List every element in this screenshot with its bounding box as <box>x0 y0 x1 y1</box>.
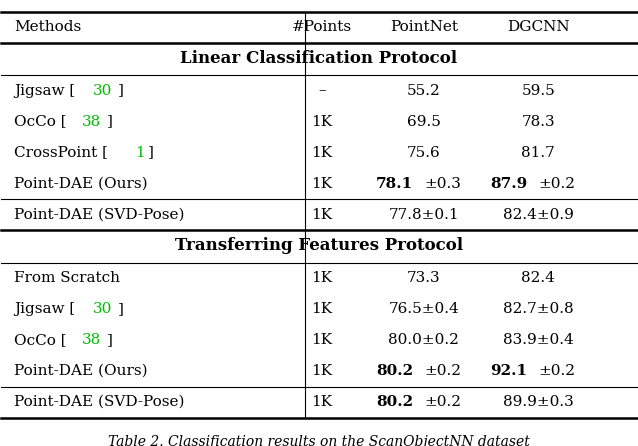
Text: Point-DAE (SVD-Pose): Point-DAE (SVD-Pose) <box>14 395 184 409</box>
Text: Table 2. Classification results on the ScanObjectNN dataset: Table 2. Classification results on the S… <box>108 435 530 446</box>
Text: 1: 1 <box>135 145 145 160</box>
Text: 1K: 1K <box>311 302 333 316</box>
Text: ±0.3: ±0.3 <box>424 177 461 190</box>
Text: 87.9: 87.9 <box>491 177 528 190</box>
Text: Point-DAE (Ours): Point-DAE (Ours) <box>14 177 148 190</box>
Text: 81.7: 81.7 <box>521 145 555 160</box>
Text: Point-DAE (Ours): Point-DAE (Ours) <box>14 364 148 378</box>
Text: Jigsaw [: Jigsaw [ <box>14 83 75 98</box>
Text: ±0.2: ±0.2 <box>424 364 461 378</box>
Text: ±0.2: ±0.2 <box>424 395 461 409</box>
Text: 1K: 1K <box>311 115 333 128</box>
Text: ]: ] <box>107 115 112 128</box>
Text: ]: ] <box>117 302 124 316</box>
Text: Jigsaw [: Jigsaw [ <box>14 302 75 316</box>
Text: 75.6: 75.6 <box>407 145 441 160</box>
Text: 92.1: 92.1 <box>491 364 528 378</box>
Text: 73.3: 73.3 <box>407 271 441 285</box>
Text: ±0.2: ±0.2 <box>538 177 575 190</box>
Text: 82.7±0.8: 82.7±0.8 <box>503 302 574 316</box>
Text: ±0.2: ±0.2 <box>538 364 575 378</box>
Text: OcCo [: OcCo [ <box>14 333 67 347</box>
Text: 1K: 1K <box>311 333 333 347</box>
Text: 38: 38 <box>82 115 101 128</box>
Text: PointNet: PointNet <box>390 20 458 34</box>
Text: 59.5: 59.5 <box>521 83 555 98</box>
Text: 1K: 1K <box>311 395 333 409</box>
Text: 1K: 1K <box>311 207 333 222</box>
Text: #Points: #Points <box>292 20 352 34</box>
Text: 1K: 1K <box>311 177 333 190</box>
Text: 89.9±0.3: 89.9±0.3 <box>503 395 574 409</box>
Text: ]: ] <box>147 145 153 160</box>
Text: DGCNN: DGCNN <box>507 20 570 34</box>
Text: 82.4±0.9: 82.4±0.9 <box>503 207 574 222</box>
Text: 30: 30 <box>93 302 112 316</box>
Text: 1K: 1K <box>311 145 333 160</box>
Text: Linear Classification Protocol: Linear Classification Protocol <box>181 50 457 66</box>
Text: 80.2: 80.2 <box>376 395 413 409</box>
Text: ]: ] <box>117 83 124 98</box>
Text: 77.8±0.1: 77.8±0.1 <box>389 207 459 222</box>
Text: 78.3: 78.3 <box>521 115 555 128</box>
Text: OcCo [: OcCo [ <box>14 115 67 128</box>
Text: 76.5±0.4: 76.5±0.4 <box>389 302 459 316</box>
Text: 69.5: 69.5 <box>407 115 441 128</box>
Text: Point-DAE (SVD-Pose): Point-DAE (SVD-Pose) <box>14 207 184 222</box>
Text: 55.2: 55.2 <box>407 83 441 98</box>
Text: 80.0±0.2: 80.0±0.2 <box>389 333 459 347</box>
Text: From Scratch: From Scratch <box>14 271 120 285</box>
Text: 30: 30 <box>93 83 112 98</box>
Text: Methods: Methods <box>14 20 81 34</box>
Text: 1K: 1K <box>311 271 333 285</box>
Text: 38: 38 <box>82 333 101 347</box>
Text: Transferring Features Protocol: Transferring Features Protocol <box>175 237 463 254</box>
Text: ]: ] <box>107 333 112 347</box>
Text: –: – <box>318 83 326 98</box>
Text: 83.9±0.4: 83.9±0.4 <box>503 333 574 347</box>
Text: 82.4: 82.4 <box>521 271 555 285</box>
Text: CrossPoint [: CrossPoint [ <box>14 145 108 160</box>
Text: 1K: 1K <box>311 364 333 378</box>
Text: 80.2: 80.2 <box>376 364 413 378</box>
Text: 78.1: 78.1 <box>376 177 413 190</box>
